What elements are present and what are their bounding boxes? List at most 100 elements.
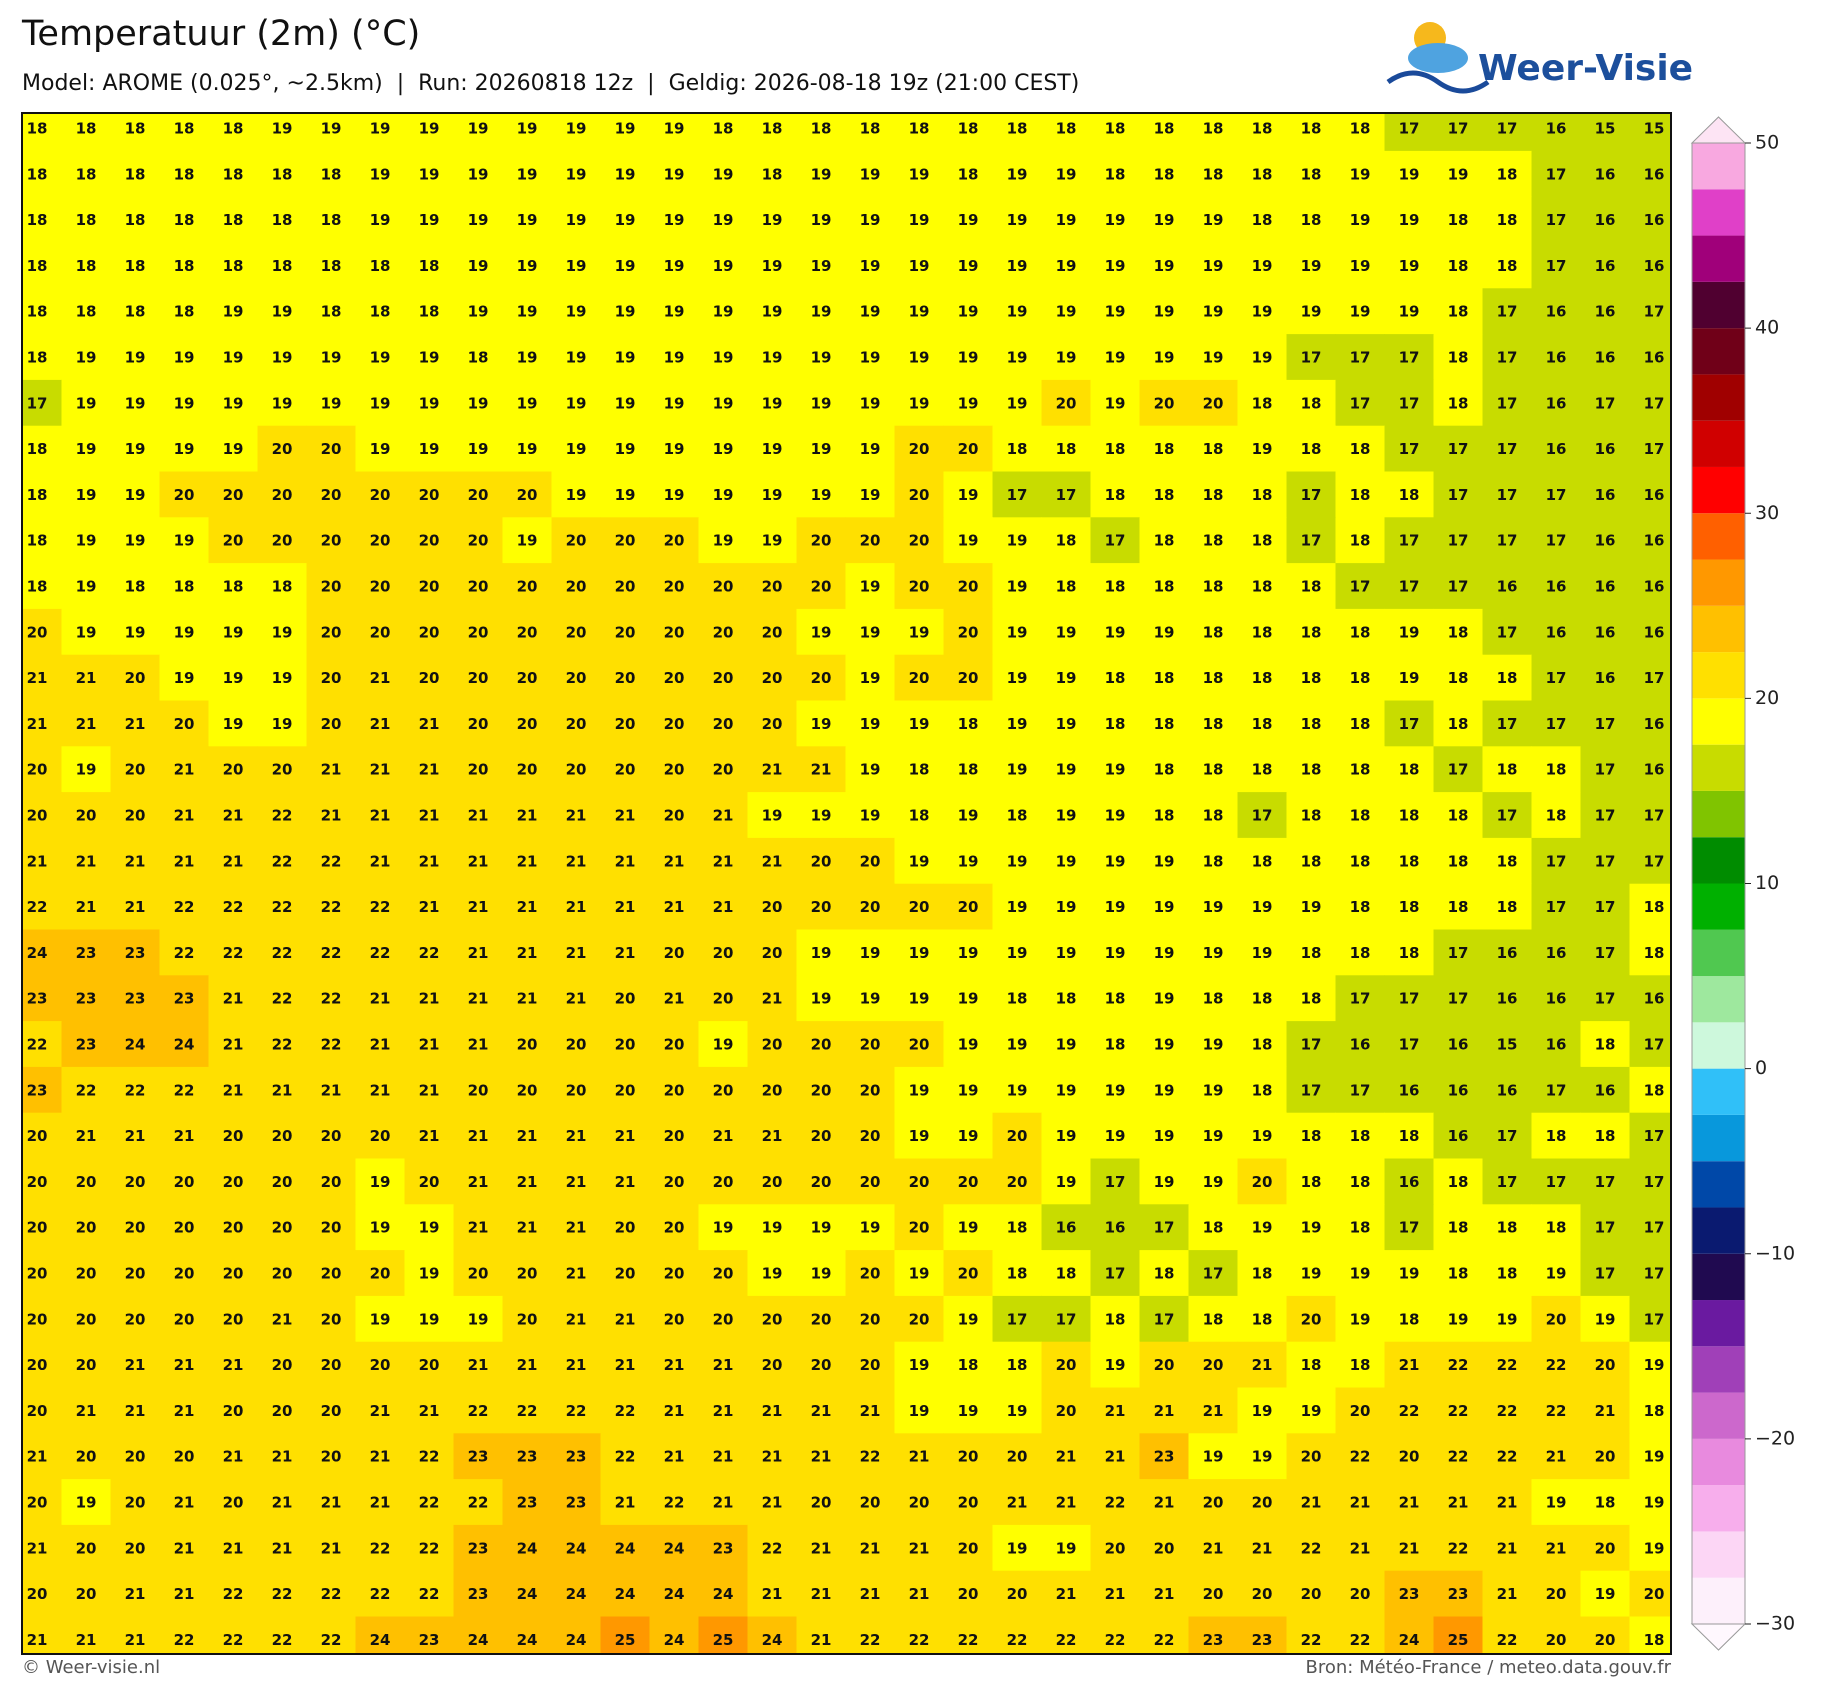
- temperature-label: 19: [566, 349, 587, 367]
- temperature-cell: [649, 1204, 699, 1251]
- temperature-label: 18: [1154, 486, 1175, 504]
- temperature-cell: [796, 792, 846, 839]
- temperature-cell: [1531, 517, 1581, 564]
- temperature-label: 23: [125, 944, 146, 962]
- temperature-cell: [1580, 837, 1630, 885]
- temperature-label: 18: [1203, 165, 1224, 183]
- temperature-label: 20: [909, 1310, 930, 1328]
- temperature-cell: [355, 608, 405, 656]
- temperature-cell: [796, 1066, 846, 1114]
- temperature-label: 18: [1350, 944, 1371, 962]
- temperature-cell: [1041, 1158, 1091, 1205]
- temperature-label: 20: [1595, 1539, 1616, 1557]
- temperature-label: 19: [958, 532, 979, 550]
- temperature-cell: [649, 517, 699, 564]
- temperature-label: 18: [27, 532, 48, 550]
- temperature-cell: [22, 334, 62, 381]
- temperature-label: 21: [125, 852, 146, 870]
- temperature-cell: [992, 563, 1042, 610]
- temperature-cell: [306, 425, 356, 472]
- temperature-cell: [404, 1204, 454, 1251]
- temperature-label: 20: [713, 715, 734, 733]
- temperature-cell: [1286, 1341, 1336, 1388]
- temperature-label: 20: [125, 669, 146, 687]
- temperature-label: 20: [272, 761, 293, 779]
- temperature-cell: [551, 700, 601, 747]
- temperature-label: 18: [125, 303, 146, 321]
- temperature-label: 16: [1546, 578, 1567, 596]
- temperature-cell: [159, 1250, 209, 1297]
- temperature-label: 21: [1497, 1539, 1518, 1557]
- temperature-label: 21: [713, 852, 734, 870]
- temperature-cell: [1629, 746, 1671, 793]
- temperature-label: 18: [76, 303, 97, 321]
- temperature-cell: [61, 471, 111, 518]
- temperature-cell: [1482, 1616, 1532, 1654]
- temperature-cell: [600, 334, 650, 381]
- temperature-cell: [502, 1250, 552, 1297]
- temperature-label: 17: [1595, 898, 1616, 916]
- temperature-label: 19: [566, 165, 587, 183]
- temperature-cell: [502, 1616, 552, 1654]
- temperature-cell: [1237, 471, 1287, 518]
- temperature-cell: [1286, 1295, 1336, 1343]
- temperature-label: 19: [811, 944, 832, 962]
- temperature-label: 21: [713, 1402, 734, 1420]
- temperature-cell: [306, 1295, 356, 1343]
- temperature-label: 22: [76, 1081, 97, 1099]
- temperature-cell: [698, 471, 748, 518]
- temperature-cell: [453, 1570, 503, 1617]
- temperature-label: 16: [1546, 1036, 1567, 1054]
- temperature-label: 19: [517, 303, 538, 321]
- temperature-cell: [1384, 746, 1434, 793]
- temperature-cell: [1090, 700, 1140, 747]
- temperature-cell: [649, 1433, 699, 1480]
- temperature-cell: [355, 792, 405, 839]
- temperature-label: 18: [811, 120, 832, 138]
- temperature-cell: [992, 471, 1042, 518]
- temperature-cell: [1629, 563, 1671, 610]
- temperature-cell: [355, 1616, 405, 1654]
- temperature-cell: [992, 883, 1042, 930]
- temperature-label: 21: [419, 852, 440, 870]
- temperature-cell: [61, 929, 111, 976]
- temperature-label: 20: [762, 1036, 783, 1054]
- temperature-cell: [992, 1479, 1042, 1526]
- temperature-label: 19: [860, 303, 881, 321]
- temperature-label: 19: [272, 394, 293, 412]
- temperature-cell: [1384, 975, 1434, 1022]
- temperature-cell: [257, 563, 307, 610]
- temperature-label: 20: [419, 486, 440, 504]
- temperature-cell: [1629, 334, 1671, 381]
- temperature-label: 23: [517, 1448, 538, 1466]
- temperature-cell: [1482, 517, 1532, 564]
- temperature-cell: [208, 1158, 258, 1205]
- temperature-cell: [1433, 150, 1483, 198]
- temperature-label: 23: [27, 990, 48, 1008]
- temperature-label: 19: [517, 394, 538, 412]
- temperature-cell: [1531, 113, 1581, 152]
- temperature-label: 17: [27, 394, 48, 412]
- temperature-label: 16: [1399, 1173, 1420, 1191]
- temperature-label: 19: [1056, 715, 1077, 733]
- temperature-label: 24: [713, 1585, 734, 1603]
- colorbar-step: [1692, 883, 1745, 930]
- temperature-label: 22: [958, 1631, 979, 1649]
- temperature-label: 19: [811, 807, 832, 825]
- temperature-label: 18: [1105, 120, 1126, 138]
- temperature-label: 21: [1497, 1494, 1518, 1512]
- logo-text: Weer-Visie: [1478, 48, 1693, 89]
- temperature-cell: [110, 792, 160, 839]
- temperature-label: 18: [1252, 120, 1273, 138]
- temperature-label: 18: [1301, 761, 1322, 779]
- temperature-cell: [1629, 1341, 1671, 1388]
- temperature-label: 18: [762, 165, 783, 183]
- temperature-label: 19: [174, 440, 195, 458]
- temperature-cell: [796, 929, 846, 976]
- temperature-label: 21: [321, 1081, 342, 1099]
- temperature-cell: [61, 1066, 111, 1114]
- temperature-label: 19: [1252, 1127, 1273, 1145]
- temperature-label: 18: [958, 1356, 979, 1374]
- temperature-cell: [551, 563, 601, 610]
- temperature-cell: [1188, 1479, 1238, 1526]
